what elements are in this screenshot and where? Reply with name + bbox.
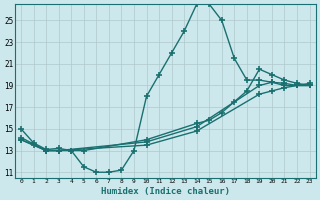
X-axis label: Humidex (Indice chaleur): Humidex (Indice chaleur): [101, 187, 230, 196]
